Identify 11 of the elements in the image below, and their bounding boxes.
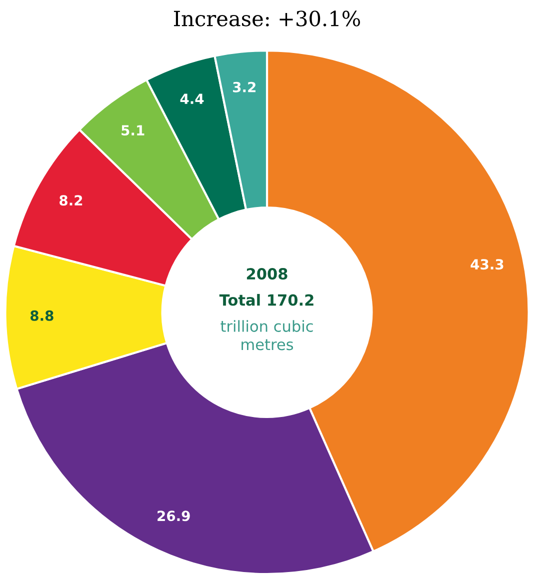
text: 2008: [246, 268, 288, 280]
text: trillion cubic metres: [220, 320, 313, 350]
data-label: 43.3: [470, 259, 504, 270]
data-label: 8.8: [30, 310, 54, 321]
data-label: 5.1: [122, 125, 144, 136]
data-label: 3.2: [233, 82, 256, 92]
chart-title: Increase: +30.1%: [174, 10, 360, 26]
text: Total 170.2: [219, 294, 314, 306]
data-label: 4.4: [180, 94, 204, 104]
data-label: 8.2: [60, 195, 82, 206]
data-label: 26.9: [158, 510, 190, 522]
